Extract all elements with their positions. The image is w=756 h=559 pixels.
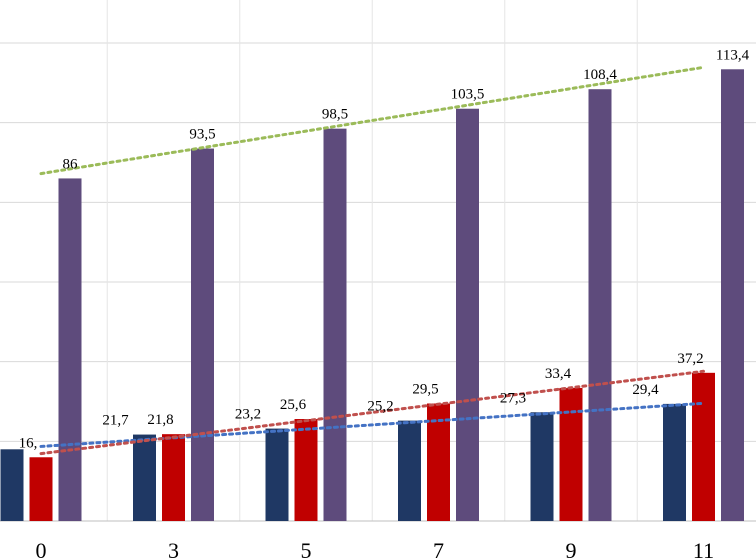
bar-series-1-7 [398,420,421,521]
bar-series-3-3 [191,148,214,521]
x-tick-9: 9 [566,538,577,559]
data-label-series-3-0: 86 [63,156,79,172]
bar-series-1-3 [133,434,156,521]
bar-series-2-0 [29,457,53,521]
data-label-series-1-9: 27,3 [500,390,526,406]
trendline-series-2 [39,369,705,456]
bar-series-3-11 [721,69,744,521]
data-label-series-1-7: 25,2 [367,399,393,415]
data-label-series-2-3: 21,8 [147,412,173,428]
trendline-series-3 [39,65,705,176]
data-label-series-1-5: 23,2 [235,407,261,423]
bar-series-1-0 [0,449,24,521]
x-tick-5: 5 [301,538,312,559]
bar-series-3-5 [323,128,347,521]
x-tick-0: 0 [36,538,47,559]
data-label-series-3-9: 108,4 [583,67,617,83]
bar-series-1-9 [530,412,554,521]
bar-series-1-5 [265,428,289,521]
data-label-series-3-3: 93,5 [189,127,215,143]
bar-series-2-9 [559,387,583,521]
bar-series-2-5 [294,419,318,521]
bar-series-1-11 [663,403,686,521]
x-axis-ticks: 0 3 5 7 9 11 [36,538,715,559]
x-tick-11: 11 [693,538,714,559]
bar-series-3-7 [456,108,479,521]
data-label-series-2-9: 33,4 [545,366,572,382]
data-label-series-2-5: 25,6 [280,397,307,413]
data-label-series-2-11: 37,2 [677,351,703,367]
bar-series-2-7 [427,403,450,521]
data-label-series-2-0: 16, [19,435,38,451]
data-labels: 1821,723,225,227,329,416,21,825,629,533,… [19,47,750,451]
bar-series-3-0 [58,178,82,521]
data-label-series-1-3: 21,7 [102,413,129,429]
data-label-series-2-7: 29,5 [412,381,438,397]
bar-series-2-3 [162,434,185,521]
bars [0,69,744,521]
bar-series-2-11 [692,372,715,521]
x-tick-7: 7 [433,538,444,559]
data-label-series-1-11: 29,4 [632,382,659,398]
bar-series-3-9 [588,89,612,521]
trendlines [39,65,705,456]
x-tick-3: 3 [168,538,179,559]
grid [0,0,756,522]
data-label-series-3-7: 103,5 [451,87,485,103]
data-label-series-3-11: 113,4 [716,47,750,63]
data-label-series-3-5: 98,5 [322,107,348,123]
